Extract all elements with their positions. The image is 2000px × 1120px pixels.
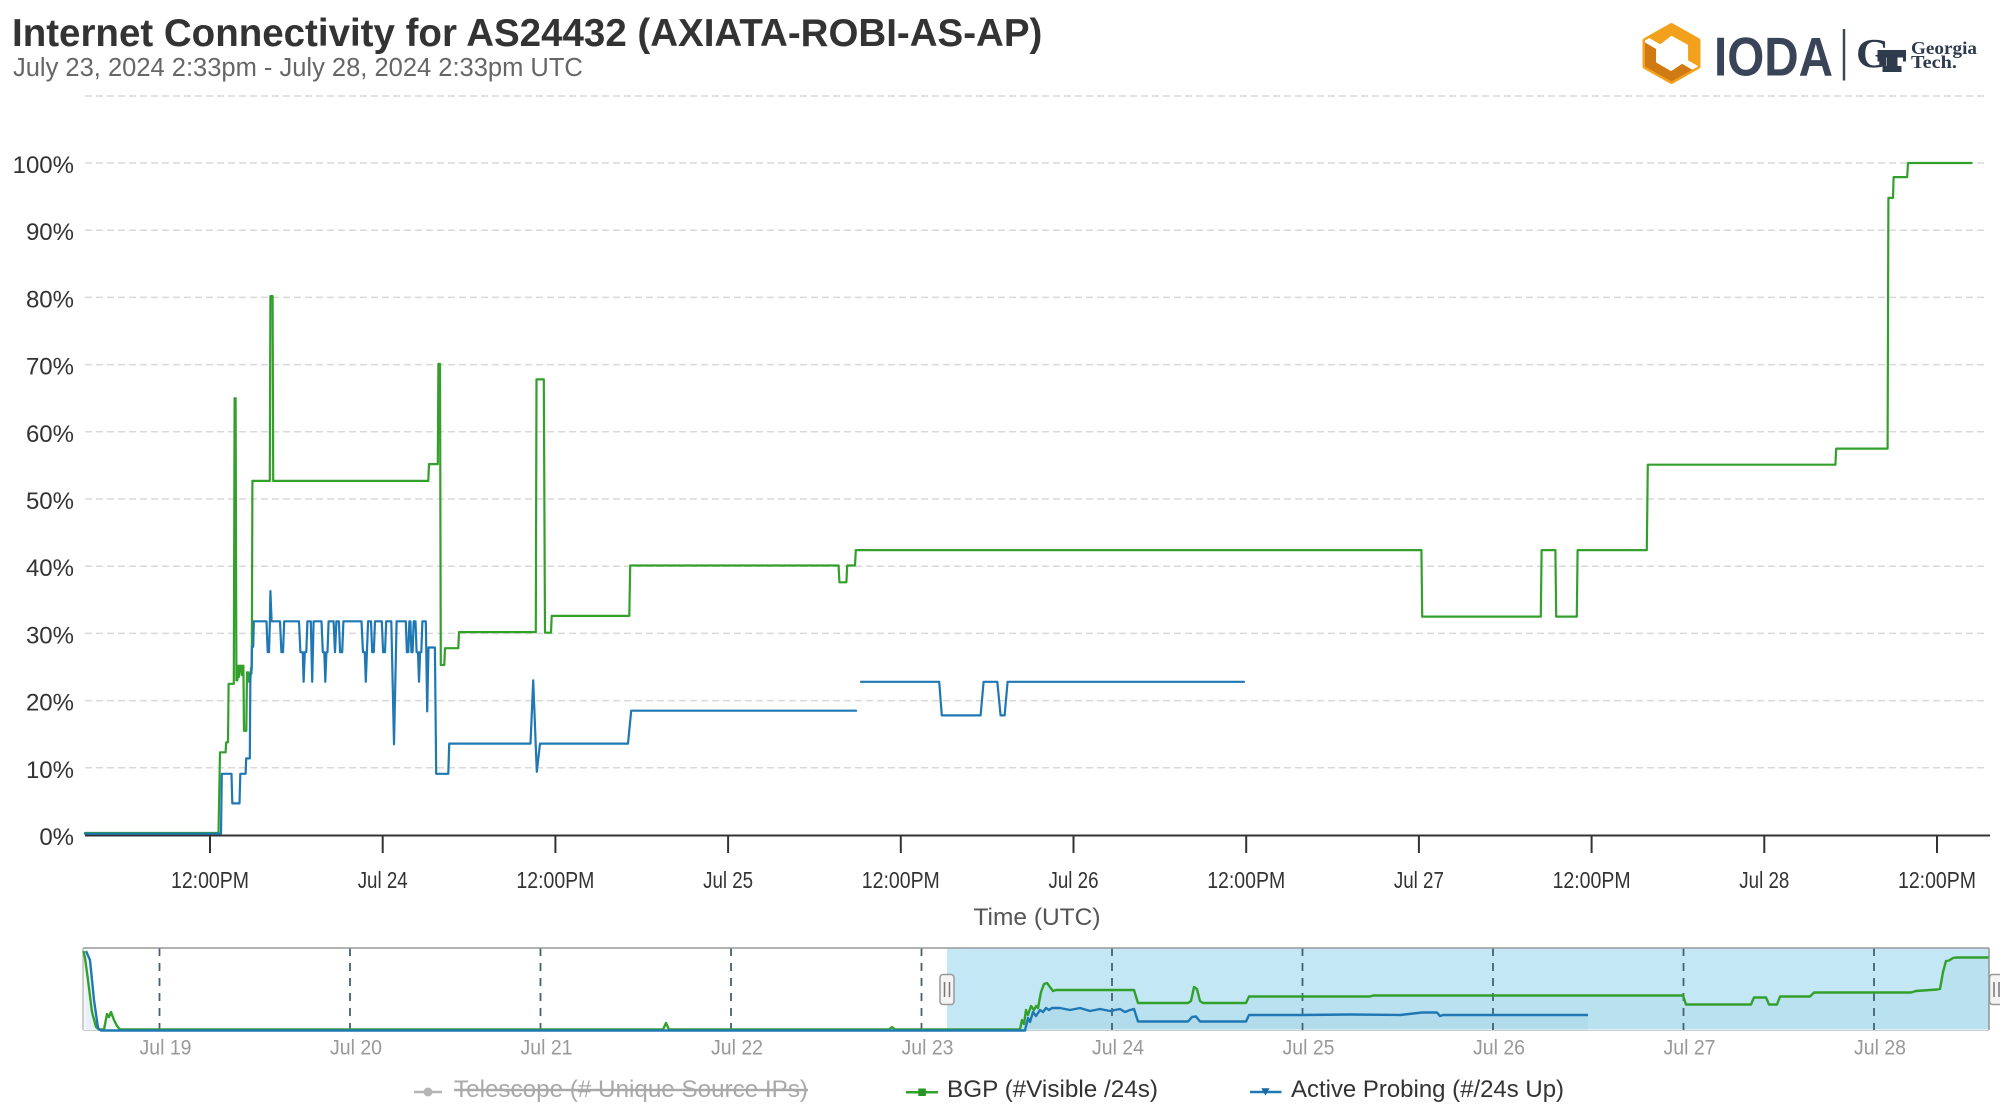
svg-text:50%: 50% — [26, 488, 74, 515]
svg-text:Jul 21: Jul 21 — [521, 1036, 573, 1060]
svg-text:20%: 20% — [26, 690, 74, 717]
svg-text:Tech.: Tech. — [1911, 52, 1957, 72]
svg-text:0%: 0% — [39, 824, 74, 851]
svg-text:Telescope (# Unique Source IPs: Telescope (# Unique Source IPs) — [454, 1076, 808, 1103]
svg-text:Jul 24: Jul 24 — [1092, 1036, 1144, 1060]
svg-text:Jul 28: Jul 28 — [1739, 867, 1789, 893]
svg-text:Jul 27: Jul 27 — [1664, 1036, 1716, 1060]
svg-text:10%: 10% — [26, 757, 74, 784]
svg-text:Internet Connectivity for AS24: Internet Connectivity for AS24432 (AXIAT… — [12, 12, 1042, 55]
svg-text:Jul 20: Jul 20 — [330, 1036, 382, 1060]
svg-text:Jul 23: Jul 23 — [902, 1036, 954, 1060]
svg-text:30%: 30% — [26, 622, 74, 649]
svg-text:Jul 26: Jul 26 — [1049, 867, 1099, 893]
svg-text:IODA: IODA — [1714, 26, 1833, 88]
svg-text:Time (UTC): Time (UTC) — [973, 904, 1100, 931]
svg-text:Jul 24: Jul 24 — [358, 867, 408, 893]
svg-text:Jul 19: Jul 19 — [140, 1036, 192, 1060]
svg-text:60%: 60% — [26, 421, 74, 448]
svg-text:40%: 40% — [26, 555, 74, 582]
svg-text:12:00PM: 12:00PM — [171, 867, 249, 893]
svg-text:12:00PM: 12:00PM — [862, 867, 940, 893]
svg-text:80%: 80% — [26, 286, 74, 313]
svg-text:90%: 90% — [26, 219, 74, 246]
svg-text:Georgia: Georgia — [1911, 38, 1977, 58]
svg-text:Jul 25: Jul 25 — [1283, 1036, 1335, 1060]
svg-text:Jul 22: Jul 22 — [711, 1036, 763, 1060]
svg-text:12:00PM: 12:00PM — [1207, 867, 1285, 893]
svg-text:Jul 28: Jul 28 — [1854, 1036, 1906, 1060]
svg-text:Active Probing (#/24s Up): Active Probing (#/24s Up) — [1291, 1076, 1564, 1103]
svg-text:12:00PM: 12:00PM — [1898, 867, 1976, 893]
svg-text:100%: 100% — [13, 152, 74, 179]
svg-text:12:00PM: 12:00PM — [1553, 867, 1631, 893]
svg-text:BGP (#Visible /24s): BGP (#Visible /24s) — [947, 1076, 1158, 1103]
svg-text:July 23, 2024 2:33pm - July 28: July 23, 2024 2:33pm - July 28, 2024 2:3… — [13, 54, 583, 82]
svg-text:Jul 26: Jul 26 — [1473, 1036, 1525, 1060]
svg-text:12:00PM: 12:00PM — [516, 867, 594, 893]
svg-text:70%: 70% — [26, 354, 74, 381]
svg-text:Jul 25: Jul 25 — [703, 867, 753, 893]
svg-text:Jul 27: Jul 27 — [1394, 867, 1444, 893]
